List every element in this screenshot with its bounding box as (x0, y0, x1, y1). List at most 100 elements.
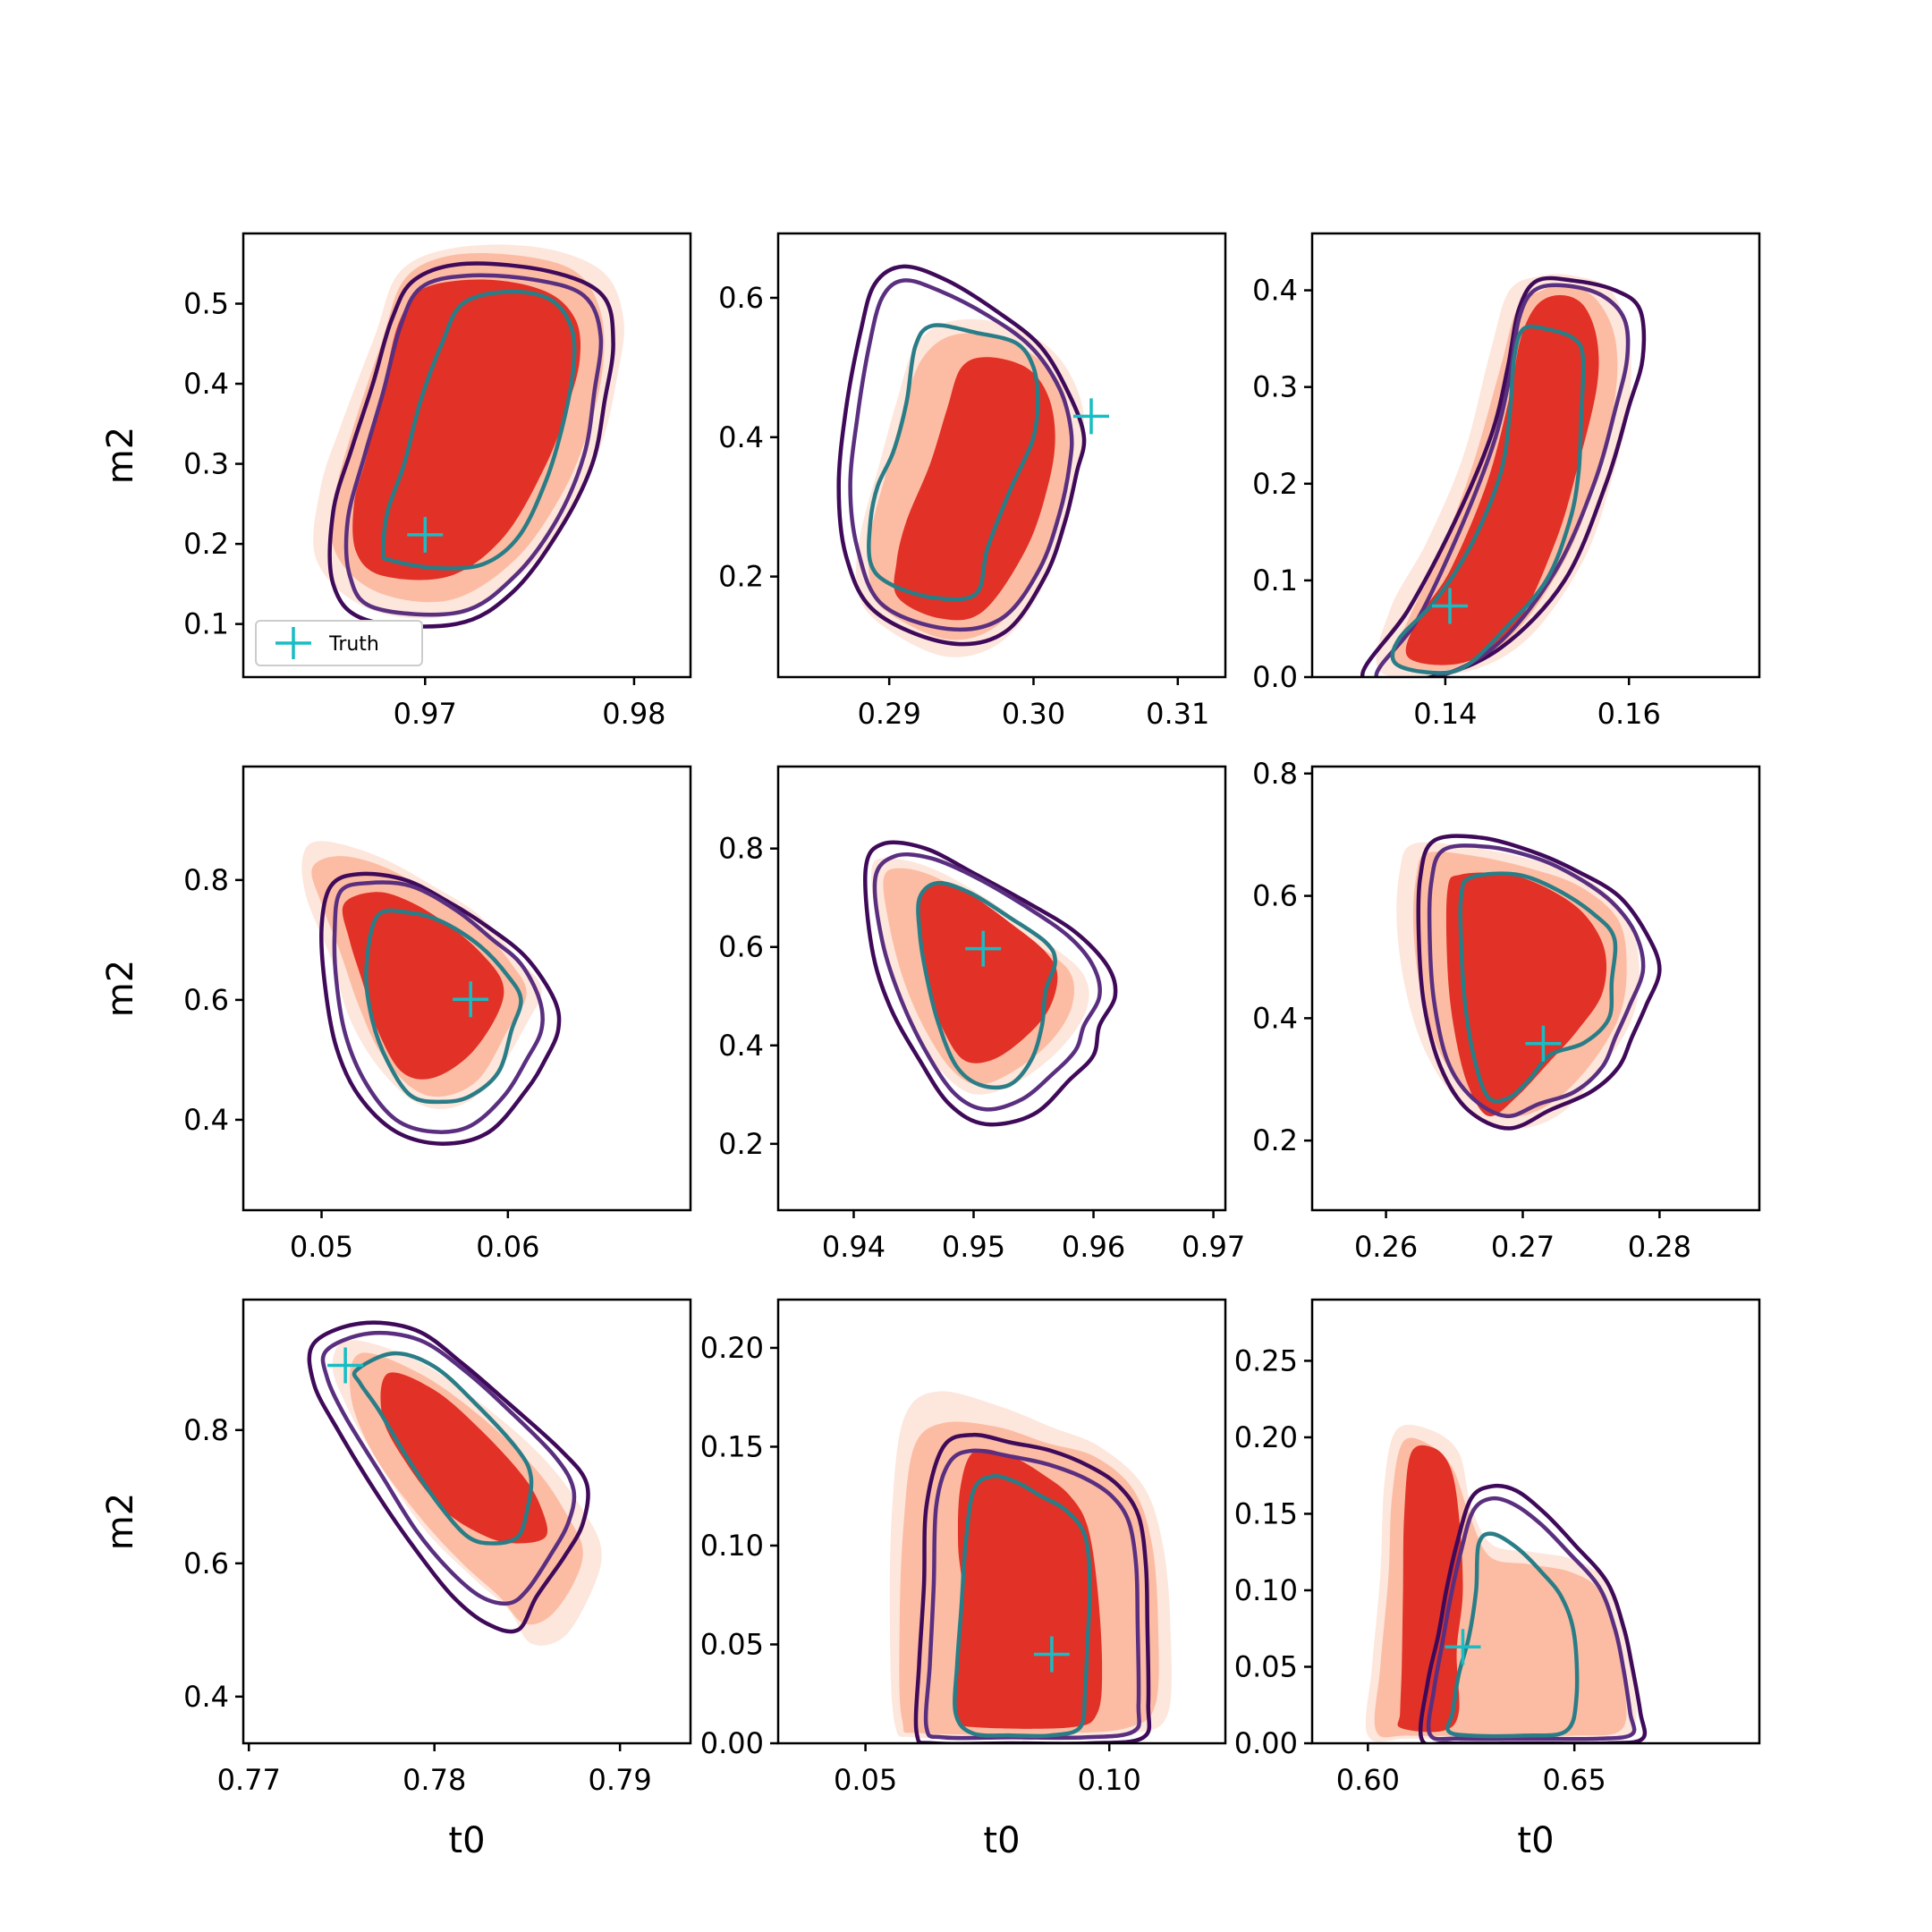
contour-line-outer (319, 871, 562, 1146)
axes-frame (1310, 1298, 1761, 1745)
contour-line-mid (923, 1448, 1141, 1741)
y-tick-label: 0.8 (183, 1413, 229, 1447)
x-tick-label: 0.14 (1413, 697, 1477, 731)
y-tick-label: 0.2 (183, 527, 229, 561)
contour-line-mid (1427, 843, 1646, 1119)
contour-line-mid (1426, 1496, 1637, 1741)
contour-line-mid (872, 852, 1102, 1112)
x-tick-label: 0.30 (1002, 697, 1065, 731)
y-tick-label: 0.15 (700, 1429, 764, 1463)
y-tick-label: 0.2 (718, 560, 764, 594)
x-axis-label: t0 (983, 1820, 1020, 1861)
x-tick-label: 0.31 (1146, 697, 1209, 731)
y-tick-label: 0.6 (183, 983, 229, 1017)
contour-line-inner (1458, 871, 1618, 1104)
axes-frame (242, 1298, 692, 1745)
contour-layer (1365, 1424, 1648, 1743)
x-tick-label: 0.77 (217, 1763, 281, 1797)
subplot-2-2: 0.94 0.95 0.96 0.97 0.2 0.4 0.6 0.8 (718, 765, 1245, 1264)
subplot-3-2: 0.05 0.10 0.00 0.05 0.10 0.15 0.20 t0 (700, 1298, 1227, 1861)
y-tick-label: 0.4 (183, 1680, 229, 1714)
contour-layer (863, 840, 1118, 1127)
contour-layer (889, 1391, 1172, 1743)
legend-truth-marker (275, 627, 311, 659)
x-axis-label: t0 (448, 1820, 485, 1861)
y-tick-label: 0.6 (718, 281, 764, 315)
x-tick-label: 0.65 (1543, 1763, 1606, 1797)
contour-line-outer (863, 840, 1118, 1127)
x-tick-label: 0.78 (402, 1763, 466, 1797)
contour-line-inner (916, 880, 1057, 1090)
y-tick-label: 0.2 (1252, 467, 1298, 501)
contour-filled-inner (1397, 1445, 1463, 1733)
contour-filled-inner (342, 892, 504, 1080)
contour-line-outer (327, 261, 615, 629)
contour-layer (307, 1320, 602, 1646)
contour-line-mid (848, 278, 1074, 632)
truth-marker (1432, 588, 1468, 624)
contour-line-inner (953, 1474, 1092, 1739)
contour-line-inner (867, 323, 1040, 602)
contour-line-outer (307, 1320, 590, 1634)
y-tick-label: 0.20 (1234, 1420, 1298, 1454)
y-axis-label: m2 (100, 960, 141, 1017)
truth-marker (1073, 398, 1109, 435)
legend-label: Truth (328, 633, 379, 656)
x-tick-label: 0.16 (1597, 697, 1661, 731)
truth-marker (965, 930, 1002, 967)
subplot-2-1: 0.05 0.06 0.4 0.6 0.8 m2 (100, 765, 692, 1264)
truth-marker (1445, 1629, 1481, 1665)
subplot-3-3: 0.60 0.65 0.00 0.05 0.10 0.15 0.20 0.25 t0 (1234, 1298, 1761, 1861)
axes-frame (242, 232, 692, 679)
contour-line-mid (1374, 283, 1631, 677)
y-tick-label: 0.00 (1234, 1726, 1298, 1760)
x-tick-label: 0.05 (290, 1230, 353, 1264)
contour-filled-inner (352, 279, 581, 580)
contour-filled-inner (918, 883, 1058, 1063)
y-tick-label: 0.5 (183, 287, 229, 321)
y-tick-label: 0.8 (718, 832, 764, 866)
contour-line-mid (320, 1330, 577, 1606)
truth-marker (407, 516, 444, 553)
axes-frame (242, 765, 692, 1212)
contour-line-outer (1416, 834, 1662, 1131)
subplot-1-3: 0.14 0.16 0.0 0.1 0.2 0.3 0.4 (1252, 232, 1761, 731)
y-tick-label: 0.8 (1252, 757, 1298, 791)
contour-line-inner (1390, 324, 1586, 675)
x-tick-label: 0.95 (942, 1230, 1005, 1264)
axes-frame (1310, 232, 1761, 679)
y-tick-label: 0.05 (700, 1627, 764, 1661)
y-tick-label: 0.8 (183, 863, 229, 897)
x-tick-label: 0.27 (1491, 1230, 1555, 1264)
y-tick-label: 0.6 (718, 930, 764, 964)
y-tick-label: 0.1 (183, 607, 229, 641)
contour-layer (301, 841, 562, 1146)
y-tick-label: 0.10 (1234, 1573, 1298, 1607)
x-tick-label: 0.05 (834, 1763, 897, 1797)
x-tick-label: 0.98 (602, 697, 665, 731)
y-tick-label: 0.05 (1234, 1649, 1298, 1683)
x-tick-label: 0.94 (822, 1230, 886, 1264)
x-tick-label: 0.79 (589, 1763, 652, 1797)
contour-line-inner (364, 908, 523, 1105)
contour-filled-inner (1445, 872, 1607, 1117)
y-tick-label: 0.4 (718, 420, 764, 454)
subplot-3-1: 0.77 0.78 0.79 0.4 0.6 0.8 m2 t0 (100, 1298, 692, 1861)
legend: Truth (255, 620, 423, 666)
truth-marker (327, 1347, 364, 1384)
contour-layer (836, 264, 1109, 657)
contour-filled-inner (894, 357, 1055, 621)
truth-marker (1033, 1636, 1070, 1673)
y-tick-label: 0.1 (1252, 564, 1298, 597)
x-tick-label: 0.26 (1354, 1230, 1418, 1264)
subplot-2-3: 0.26 0.27 0.28 0.2 0.4 0.6 0.8 (1252, 757, 1761, 1264)
y-tick-label: 0.4 (1252, 1001, 1298, 1035)
axes-frame (776, 232, 1227, 679)
x-tick-label: 0.60 (1336, 1763, 1400, 1797)
contour-filled-inner (955, 1448, 1103, 1729)
truth-marker (453, 981, 489, 1018)
contour-layer (1360, 274, 1647, 677)
y-tick-label: 0.4 (1252, 274, 1298, 308)
contour-line-mid (332, 880, 546, 1134)
axes-frame (776, 1298, 1227, 1745)
